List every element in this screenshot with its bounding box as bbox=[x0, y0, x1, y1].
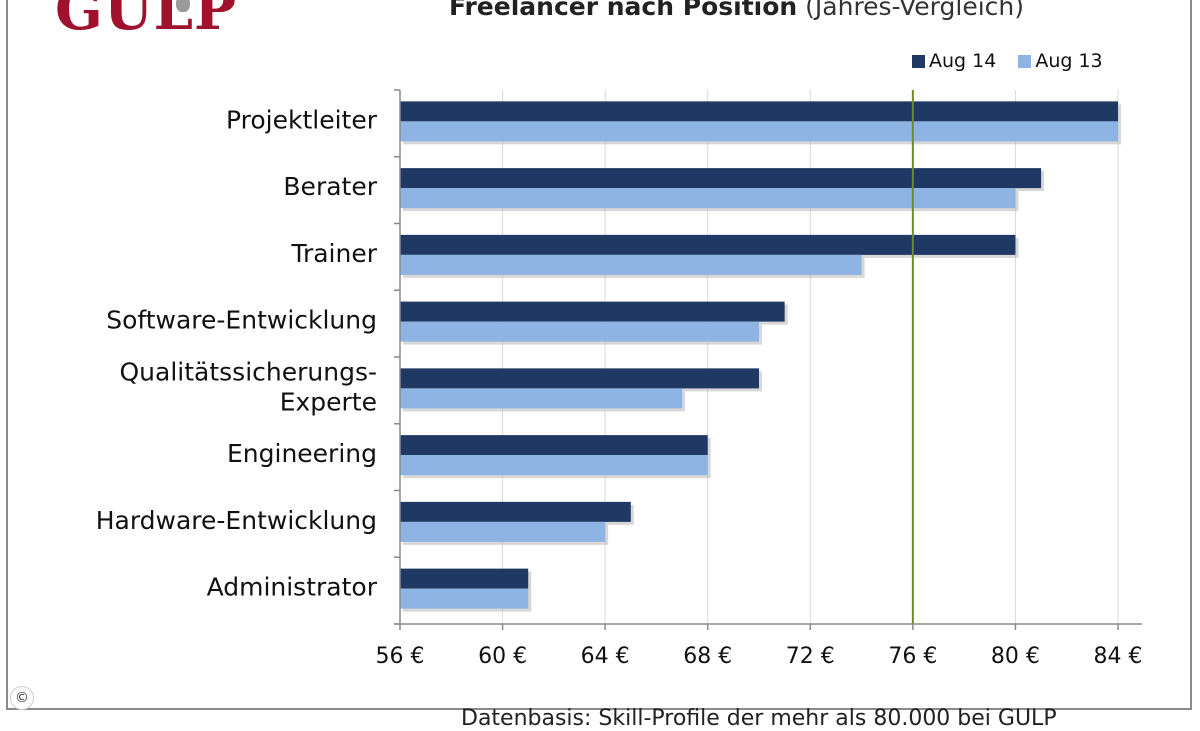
category-label: Projektleiter bbox=[226, 105, 378, 134]
chart-title: Freelancer nach Position (Jahres-Verglei… bbox=[449, 0, 1024, 19]
bar-aug14 bbox=[400, 168, 1042, 189]
bar-aug13 bbox=[400, 588, 529, 609]
legend-swatch-aug14 bbox=[912, 54, 925, 68]
bar-aug14 bbox=[400, 301, 785, 322]
bar-aug13 bbox=[400, 321, 759, 342]
bar-aug14 bbox=[400, 568, 529, 589]
chart-frame bbox=[6, 0, 1192, 710]
bar-aug13 bbox=[400, 254, 862, 275]
x-tick-label: 72 € bbox=[786, 644, 835, 669]
chart-legend: Aug 14 Aug 13 bbox=[912, 50, 1125, 72]
copyright-icon: © bbox=[10, 686, 34, 710]
x-tick-label: 80 € bbox=[991, 644, 1040, 669]
bar-aug14 bbox=[400, 234, 1016, 255]
legend-swatch-aug13 bbox=[1018, 54, 1032, 68]
bar-aug13 bbox=[400, 388, 683, 409]
chart-title-sub: (Jahres-Vergleich) bbox=[805, 0, 1025, 21]
x-tick-label: 84 € bbox=[1094, 644, 1143, 669]
category-label: Qualitätssicherungs- bbox=[119, 357, 377, 386]
category-label: Software-Entwicklung bbox=[106, 306, 377, 335]
chart-source-note: Datenbasis: Skill-Profile der mehr als 8… bbox=[461, 706, 1057, 731]
x-tick-label: 60 € bbox=[478, 644, 527, 669]
bar-aug14 bbox=[400, 368, 759, 389]
legend-label-aug14: Aug 14 bbox=[929, 50, 997, 72]
legend-item-aug13: Aug 13 bbox=[1018, 50, 1103, 72]
x-tick-label: 56 € bbox=[376, 644, 425, 669]
bar-aug13 bbox=[400, 121, 1118, 142]
category-label: Trainer bbox=[290, 239, 377, 268]
x-tick-label: 68 € bbox=[683, 644, 732, 669]
category-label: Engineering bbox=[227, 439, 377, 468]
gulp-logo: GULP bbox=[55, 0, 238, 43]
legend-item-aug14: Aug 14 bbox=[912, 50, 996, 72]
bar-aug14 bbox=[400, 435, 708, 456]
category-label: Experte bbox=[280, 387, 377, 416]
x-tick-label: 64 € bbox=[581, 644, 630, 669]
bar-aug13 bbox=[400, 521, 606, 542]
category-label: Administrator bbox=[207, 573, 378, 602]
bar-aug14 bbox=[400, 501, 631, 522]
bar-aug14 bbox=[400, 101, 1118, 122]
x-tick-label: 76 € bbox=[888, 644, 937, 669]
legend-label-aug13: Aug 13 bbox=[1035, 50, 1103, 72]
category-label: Berater bbox=[283, 172, 377, 201]
bar-aug13 bbox=[400, 455, 708, 476]
bar-aug13 bbox=[400, 188, 1016, 209]
logo-mark-icon bbox=[176, 0, 190, 12]
category-label: Hardware-Entwicklung bbox=[96, 506, 377, 535]
chart-title-main: Freelancer nach Position bbox=[449, 0, 798, 21]
